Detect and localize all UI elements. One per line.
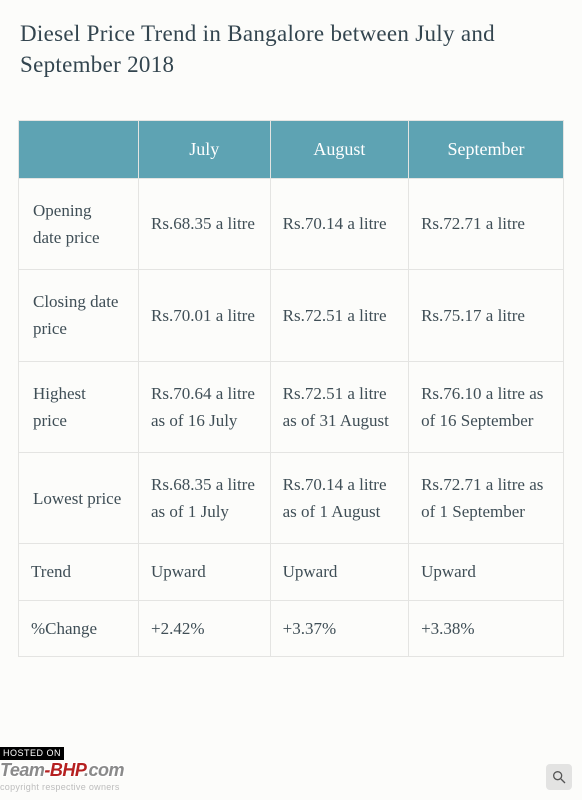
cell: Rs.72.71 a litre bbox=[409, 178, 564, 269]
table-row: Opening date price Rs.68.35 a litre Rs.7… bbox=[19, 178, 564, 269]
row-label: Lowest price bbox=[19, 453, 139, 544]
row-label: Opening date price bbox=[19, 178, 139, 269]
table-row: Trend Upward Upward Upward bbox=[19, 544, 564, 600]
row-label: Closing date price bbox=[19, 270, 139, 361]
cell: +3.37% bbox=[270, 600, 408, 656]
cell: Upward bbox=[409, 544, 564, 600]
watermark-dotcom: .com bbox=[84, 760, 124, 780]
cell: Rs.70.64 a litre as of 16 July bbox=[139, 361, 271, 452]
table-row: Closing date price Rs.70.01 a litre Rs.7… bbox=[19, 270, 564, 361]
cell: +2.42% bbox=[139, 600, 271, 656]
col-blank bbox=[19, 121, 139, 179]
watermark-team: Team bbox=[0, 760, 44, 780]
cell: Upward bbox=[270, 544, 408, 600]
watermark-bhp: BHP bbox=[50, 760, 84, 780]
cell: Rs.72.51 a litre bbox=[270, 270, 408, 361]
price-table: July August September Opening date price… bbox=[18, 120, 564, 657]
magnify-icon[interactable] bbox=[546, 764, 572, 790]
watermark-logo: Team-BHP.com bbox=[0, 760, 124, 780]
watermark-sub: copyright respective owners bbox=[0, 782, 120, 792]
col-august: August bbox=[270, 121, 408, 179]
cell: Rs.70.01 a litre bbox=[139, 270, 271, 361]
table-row: %Change +2.42% +3.37% +3.38% bbox=[19, 600, 564, 656]
watermark-hosted: HOSTED ON bbox=[0, 747, 64, 760]
row-label: %Change bbox=[19, 600, 139, 656]
table-header-row: July August September bbox=[19, 121, 564, 179]
col-september: September bbox=[409, 121, 564, 179]
cell: +3.38% bbox=[409, 600, 564, 656]
cell: Rs.70.14 a litre bbox=[270, 178, 408, 269]
page-title: Diesel Price Trend in Bangalore between … bbox=[0, 0, 582, 90]
cell: Rs.70.14 a litre as of 1 August bbox=[270, 453, 408, 544]
row-label: Trend bbox=[19, 544, 139, 600]
price-table-container: July August September Opening date price… bbox=[0, 90, 582, 657]
cell: Upward bbox=[139, 544, 271, 600]
cell: Rs.75.17 a litre bbox=[409, 270, 564, 361]
cell: Rs.72.51 a litre as of 31 August bbox=[270, 361, 408, 452]
row-label: Highest price bbox=[19, 361, 139, 452]
cell: Rs.68.35 a litre as of 1 July bbox=[139, 453, 271, 544]
col-july: July bbox=[139, 121, 271, 179]
watermark: HOSTED ON Team-BHP.com copyright respect… bbox=[0, 747, 124, 794]
table-row: Highest price Rs.70.64 a litre as of 16 … bbox=[19, 361, 564, 452]
cell: Rs.68.35 a litre bbox=[139, 178, 271, 269]
table-row: Lowest price Rs.68.35 a litre as of 1 Ju… bbox=[19, 453, 564, 544]
cell: Rs.72.71 a litre as of 1 September bbox=[409, 453, 564, 544]
cell: Rs.76.10 a litre as of 16 September bbox=[409, 361, 564, 452]
